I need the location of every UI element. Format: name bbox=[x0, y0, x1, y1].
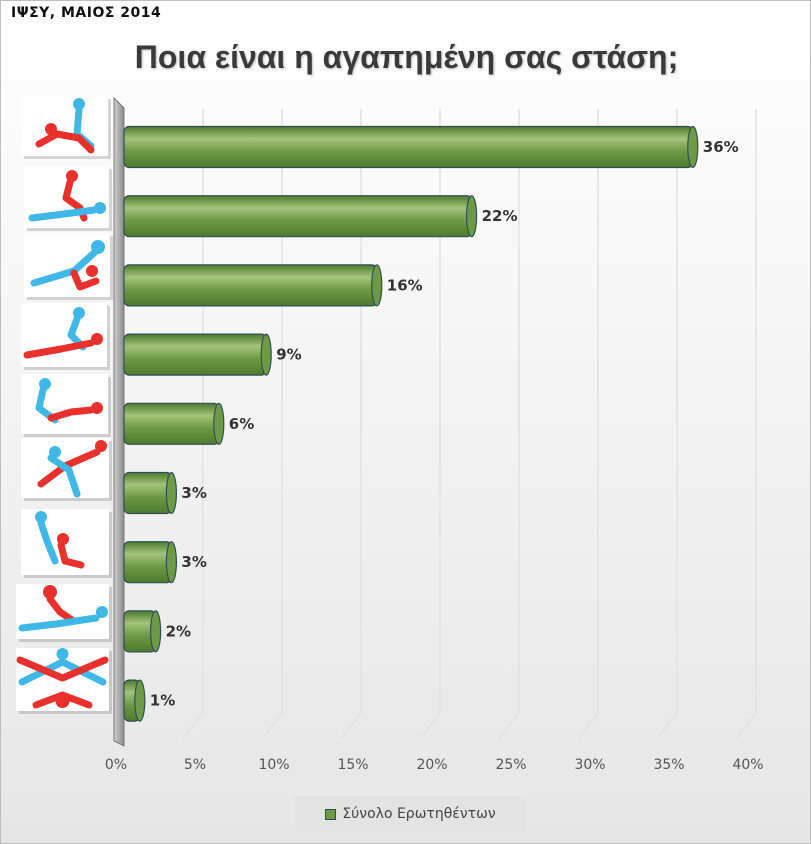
bar-body bbox=[123, 471, 173, 515]
data-label: 1% bbox=[150, 692, 175, 710]
bar-end-cap bbox=[134, 679, 146, 722]
data-label: 6% bbox=[229, 415, 254, 433]
data-label: 2% bbox=[166, 622, 191, 640]
bar-body bbox=[123, 125, 694, 169]
source-note: ΙΨΣΥ, ΜΑΙΟΣ 2014 bbox=[11, 5, 162, 21]
data-label: 9% bbox=[276, 346, 301, 364]
legend[interactable]: Σύνολο Ερωτηθέντων bbox=[295, 797, 526, 831]
bar-body bbox=[123, 541, 173, 584]
legend-swatch bbox=[325, 808, 337, 820]
chart-title: Ποια είναι η αγαπημένη σας στάση; bbox=[134, 39, 679, 75]
bar: 3% bbox=[123, 541, 207, 584]
x-tick-label: 15% bbox=[337, 757, 368, 773]
gridlines bbox=[182, 109, 757, 740]
x-tick-label: 35% bbox=[653, 757, 684, 773]
bar-body bbox=[123, 333, 267, 376]
x-tick-label: 10% bbox=[258, 757, 289, 773]
gridline bbox=[577, 109, 599, 740]
gridline bbox=[340, 109, 362, 740]
bar-body bbox=[123, 195, 473, 238]
bar-body bbox=[123, 402, 220, 445]
category-icons bbox=[16, 96, 113, 714]
bar-end-cap bbox=[213, 402, 225, 445]
bar: 6% bbox=[123, 402, 254, 445]
legend-label: Σύνολο Ερωτηθέντων bbox=[342, 806, 496, 822]
x-tick-label: 40% bbox=[732, 757, 763, 773]
x-tick-label: 0% bbox=[105, 757, 127, 773]
data-label: 22% bbox=[482, 207, 518, 225]
x-tick-label: 5% bbox=[184, 757, 206, 773]
bar: 22% bbox=[123, 195, 518, 238]
x-tick-label: 20% bbox=[416, 757, 447, 773]
position-9-icon bbox=[16, 648, 112, 714]
x-tick-label: 30% bbox=[574, 757, 605, 773]
gridline bbox=[261, 109, 283, 740]
bar-body bbox=[123, 264, 378, 307]
bar: 16% bbox=[123, 264, 423, 307]
gridline bbox=[182, 109, 204, 740]
data-label: 3% bbox=[181, 553, 206, 571]
position-4-icon bbox=[21, 303, 110, 370]
bar-end-cap bbox=[165, 471, 177, 515]
position-6-icon bbox=[21, 438, 112, 501]
bar: 36% bbox=[123, 125, 739, 169]
position-5-icon bbox=[21, 374, 111, 437]
bar-end-cap bbox=[260, 333, 272, 376]
bar: 2% bbox=[123, 610, 191, 653]
x-tick-label: 25% bbox=[495, 757, 526, 773]
position-1-icon bbox=[21, 96, 111, 159]
position-2-icon bbox=[24, 166, 112, 231]
bar-end-cap bbox=[466, 195, 478, 238]
bar-series: 36% 22% 16% 9% 6% 3% 3% 2% 1% bbox=[123, 125, 739, 722]
bar: 9% bbox=[123, 333, 302, 376]
bar-end-cap bbox=[165, 541, 177, 584]
data-label: 3% bbox=[181, 484, 206, 502]
bar-end-cap bbox=[687, 125, 699, 169]
data-label: 16% bbox=[387, 276, 423, 294]
gridline bbox=[735, 109, 757, 740]
data-label: 36% bbox=[703, 138, 739, 156]
bar: 1% bbox=[123, 679, 175, 722]
bar-end-cap bbox=[150, 610, 162, 653]
gridline bbox=[498, 109, 520, 740]
bar: 3% bbox=[123, 471, 207, 515]
gridline bbox=[656, 109, 678, 740]
position-8-icon bbox=[16, 584, 112, 642]
axis-wall bbox=[113, 96, 125, 747]
axis-side-wall bbox=[113, 96, 125, 747]
position-7-icon bbox=[21, 509, 112, 578]
bar-end-cap bbox=[371, 264, 383, 307]
gridline bbox=[419, 109, 441, 740]
position-3-icon bbox=[24, 233, 113, 300]
x-axis-ticks: 0% 5% 10% 15% 20% 25% 30% 35% 40% bbox=[105, 757, 764, 773]
